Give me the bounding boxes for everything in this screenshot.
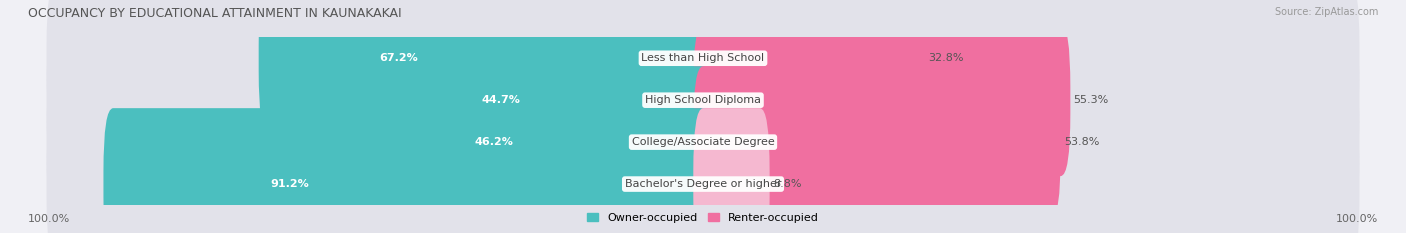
FancyBboxPatch shape [693, 0, 1360, 134]
FancyBboxPatch shape [46, 66, 713, 218]
FancyBboxPatch shape [104, 108, 713, 233]
Legend: Owner-occupied, Renter-occupied: Owner-occupied, Renter-occupied [582, 209, 824, 227]
FancyBboxPatch shape [404, 24, 713, 176]
Text: 32.8%: 32.8% [928, 53, 963, 63]
Text: Bachelor's Degree or higher: Bachelor's Degree or higher [624, 179, 782, 189]
Text: Less than High School: Less than High School [641, 53, 765, 63]
FancyBboxPatch shape [693, 108, 1360, 233]
Text: 67.2%: 67.2% [380, 53, 418, 63]
Text: 100.0%: 100.0% [28, 214, 70, 224]
FancyBboxPatch shape [259, 0, 713, 134]
Text: 8.8%: 8.8% [773, 179, 801, 189]
FancyBboxPatch shape [693, 24, 1070, 176]
FancyBboxPatch shape [693, 66, 1360, 218]
FancyBboxPatch shape [693, 66, 1060, 218]
Text: Source: ZipAtlas.com: Source: ZipAtlas.com [1274, 7, 1378, 17]
Text: OCCUPANCY BY EDUCATIONAL ATTAINMENT IN KAUNAKAKAI: OCCUPANCY BY EDUCATIONAL ATTAINMENT IN K… [28, 7, 402, 20]
FancyBboxPatch shape [395, 66, 713, 218]
FancyBboxPatch shape [46, 108, 713, 233]
FancyBboxPatch shape [693, 108, 769, 233]
Text: 91.2%: 91.2% [271, 179, 309, 189]
Text: 53.8%: 53.8% [1064, 137, 1099, 147]
Text: 46.2%: 46.2% [474, 137, 513, 147]
Text: 100.0%: 100.0% [1336, 214, 1378, 224]
FancyBboxPatch shape [46, 24, 713, 176]
Text: 55.3%: 55.3% [1074, 95, 1109, 105]
Text: High School Diploma: High School Diploma [645, 95, 761, 105]
FancyBboxPatch shape [46, 0, 713, 134]
FancyBboxPatch shape [693, 0, 925, 134]
Text: College/Associate Degree: College/Associate Degree [631, 137, 775, 147]
Text: 44.7%: 44.7% [481, 95, 520, 105]
FancyBboxPatch shape [693, 24, 1360, 176]
